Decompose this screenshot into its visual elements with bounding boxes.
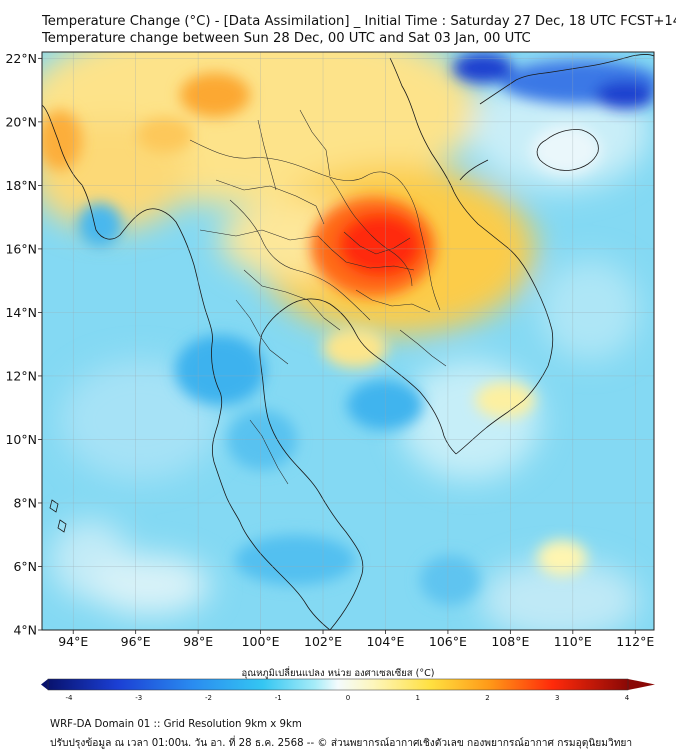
temperature-field	[42, 52, 654, 630]
lat-tick-label: 18°N	[5, 178, 37, 193]
lon-tick-label: 96°E	[121, 634, 151, 649]
colorbar-tick-label: -3	[135, 694, 143, 702]
lon-tick-label: 106°E	[429, 634, 467, 649]
footer-model-info: WRF-DA Domain 01 :: Grid Resolution 9km …	[50, 719, 302, 730]
footer-update-info: ปรับปรุงข้อมูล ณ เวลา 01:00น. วัน อา. ที…	[50, 738, 633, 749]
colorbar	[48, 679, 628, 690]
colorbar-tick-label: -1	[274, 694, 282, 702]
lat-tick-label: 20°N	[5, 114, 37, 129]
colorbar-tick-label: -2	[205, 694, 212, 702]
colorbar-frame	[47, 678, 629, 691]
plot-frame	[41, 51, 655, 631]
lat-tick-label: 4°N	[13, 623, 37, 638]
colorbar-tick-label: 1	[415, 694, 420, 702]
lon-tick-label: 98°E	[183, 634, 213, 649]
lon-tick-label: 100°E	[242, 634, 280, 649]
colorbar-tick-label: -4	[65, 694, 73, 702]
lat-tick-label: 6°N	[13, 559, 37, 574]
lat-tick-label: 14°N	[5, 305, 37, 320]
lat-tick-label: 8°N	[13, 495, 37, 510]
colorbar-tick-label: 0	[345, 694, 351, 702]
lon-tick-label: 104°E	[366, 634, 404, 649]
map-title: Temperature Change (°C) - [Data Assimila…	[42, 14, 676, 29]
lon-tick-label: 108°E	[491, 634, 529, 649]
lat-tick-label: 12°N	[5, 368, 37, 383]
colorbar-tick-label: 4	[624, 694, 630, 702]
lat-tick-label: 22°N	[5, 51, 37, 66]
colorbar-min-extend	[41, 679, 48, 690]
colorbar-label: อุณหภูมิเปลี่ยนแปลง หน่วย องศาเซลเซียส (…	[241, 668, 435, 679]
lon-tick-label: 94°E	[58, 634, 88, 649]
colorbar-tick-label: 2	[485, 694, 490, 702]
lon-tick-label: 112°E	[616, 634, 654, 649]
coastlines-and-borders	[42, 54, 654, 630]
map-subtitle: Temperature change between Sun 28 Dec, 0…	[42, 31, 531, 46]
lon-tick-label: 110°E	[554, 634, 592, 649]
lon-tick-label: 102°E	[304, 634, 342, 649]
lat-tick-label: 10°N	[5, 432, 37, 447]
lat-tick-label: 16°N	[5, 241, 37, 256]
province-borders	[189, 109, 447, 485]
colorbar-tick-label: 3	[555, 694, 560, 702]
colorbar-max-extend	[628, 679, 655, 690]
